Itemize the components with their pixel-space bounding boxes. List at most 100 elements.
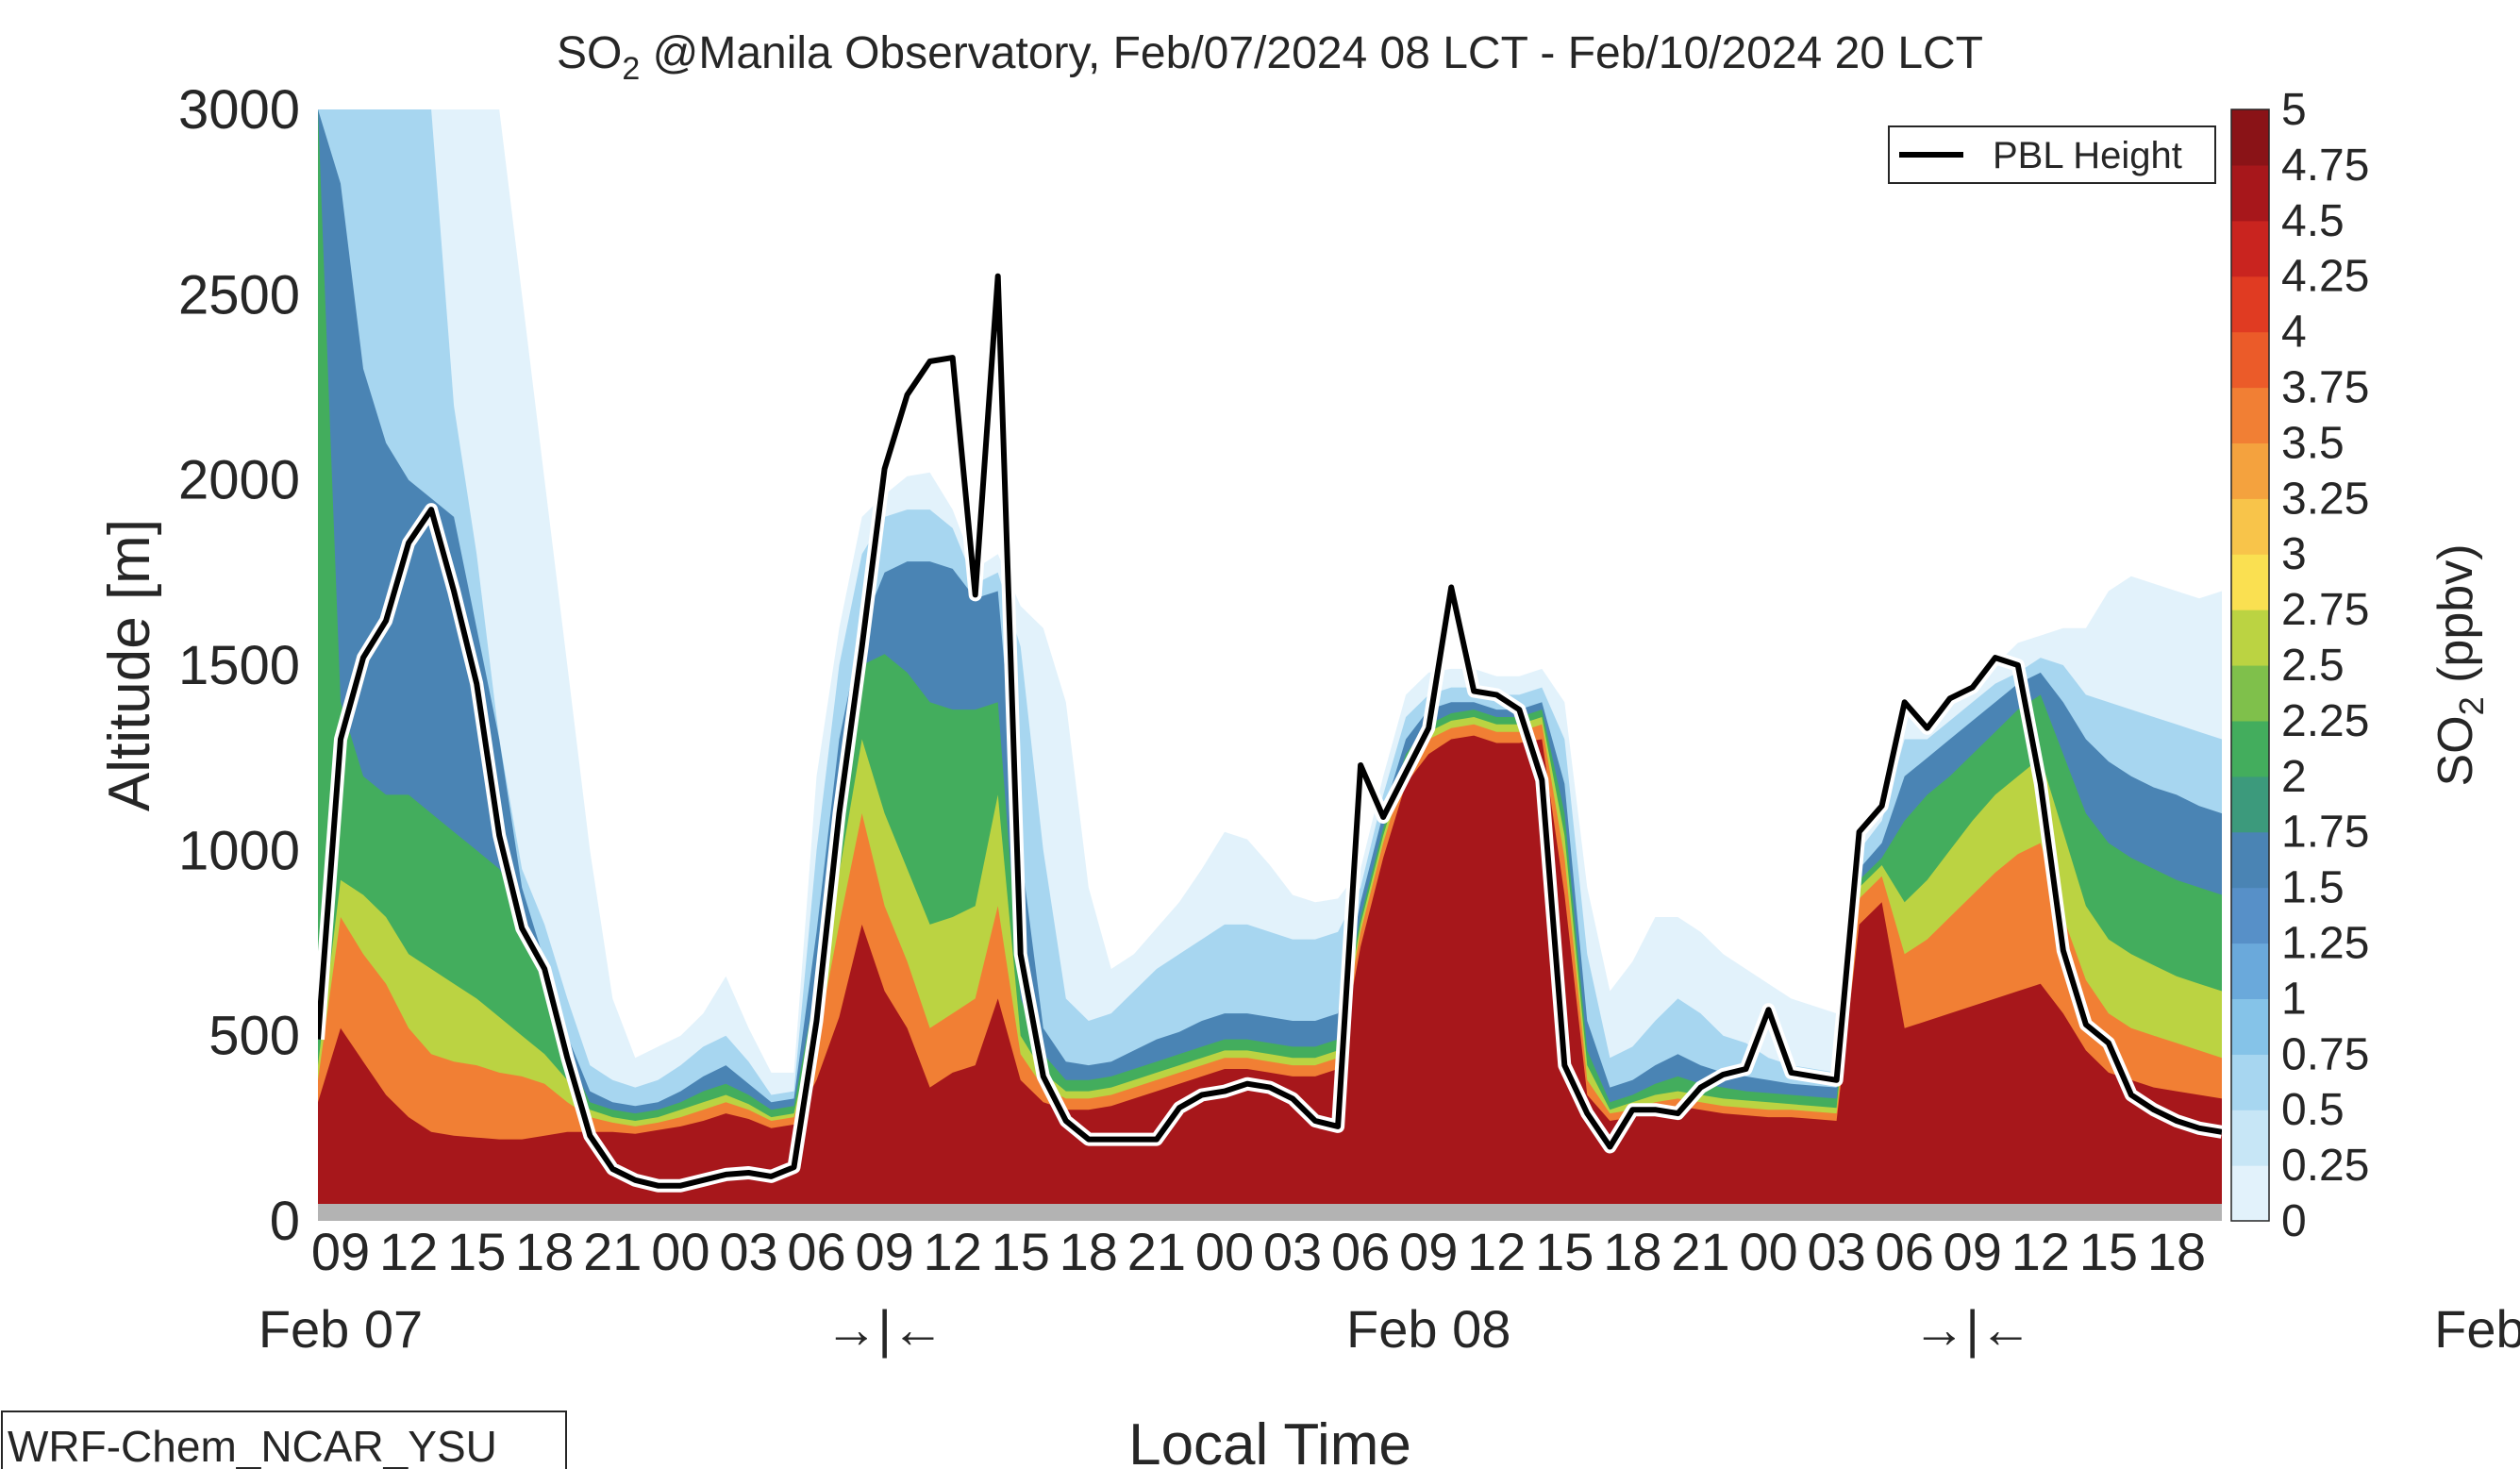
colorbar-segment [2231,609,2269,666]
colorbar-tick-label: 0.25 [2281,1141,2369,1191]
colorbar-segment [2231,720,2269,777]
pbl-series [318,269,2222,1193]
x-tick-label: 21 [1671,1222,1729,1281]
colorbar-segment [2231,109,2269,166]
x-tick-label: 00 [1739,1222,1797,1281]
x-tick-label: 18 [1603,1222,1661,1281]
colorbar-segment [2231,998,2269,1055]
x-tick-label: 21 [583,1222,642,1281]
x-tick-label: 18 [515,1222,574,1281]
colorbar-segment [2231,387,2269,443]
colorbar-segment [2231,554,2269,610]
x-tick-label: 03 [1263,1222,1322,1281]
colorbar-frame [2230,109,2270,1222]
colorbar-segment [2231,442,2269,499]
colorbar-tick-label: 4.5 [2281,196,2345,246]
x-tick-label: 15 [992,1222,1050,1281]
colorbar-segment [2231,1110,2269,1166]
legend: PBL Height [1888,125,2216,184]
colorbar-segment [2231,220,2269,277]
x-date-labels: Feb 07→|←Feb 08→|←Feb 09→|←Feb 10 [259,1299,2520,1359]
x-date-label: →|← [825,1299,944,1359]
x-tick-label: 06 [1876,1222,1934,1281]
x-tick-label: 15 [2079,1222,2138,1281]
colorbar-segment [2231,498,2269,555]
colorbar-segment [2231,887,2269,944]
y-tick-label: 500 [209,1006,300,1067]
colorbar-tick-label: 1.25 [2281,919,2369,969]
x-date-label: Feb 09 [2434,1299,2520,1359]
y-tick-label: 2500 [178,264,300,326]
x-tick-label: 12 [924,1222,982,1281]
x-date-label: Feb 07 [259,1299,423,1359]
colorbar-label: SO2 (ppbv) [2428,543,2491,786]
colorbar-tick-label: 2.75 [2281,585,2369,635]
legend-label: PBL Height [1993,135,2182,176]
x-tick-label: 21 [1127,1222,1186,1281]
y-axis-ticks: 0 500 1000 1500 2000 2500 3000 [178,79,300,1252]
colorbar-segment [2231,831,2269,889]
colorbar-segment [2231,164,2269,222]
colorbar-segment [2231,275,2269,333]
model-tag: WRF-Chem_NCAR_YSU [8,1422,497,1469]
colorbar-tick-label: 1 [2281,974,2307,1024]
colorbar-tick-label: 2.5 [2281,641,2345,691]
colorbar-tick-label: 2.25 [2281,696,2369,746]
y-tick-label: 1500 [178,635,300,696]
colorbar-tick-label: 4.75 [2281,141,2369,191]
colorbar-segment [2231,943,2269,999]
colorbar [2230,109,2270,1222]
field-layer-4.75 [318,735,2222,1221]
x-tick-label: 15 [447,1222,506,1281]
concentration-field [318,109,2222,1221]
x-tick-label: 09 [1944,1222,2002,1281]
x-axis-ticks: 09 12 15 18 21 00 03 06 09 12 15 18 21 00 03 06 09 12 15 18… [311,1222,2206,1281]
colorbar-tick-label: 3.75 [2281,363,2369,413]
colorbar-tick-label: 4.25 [2281,252,2369,302]
colorbar-segment [2231,665,2269,722]
colorbar-tick-label: 2 [2281,752,2307,802]
x-tick-label: 06 [787,1222,845,1281]
pbl-line [318,273,2222,1189]
x-axis-label: Local Time [1128,1412,1411,1469]
x-tick-label: 18 [1060,1222,1118,1281]
y-tick-label: 1000 [178,820,300,881]
colorbar-segment [2231,1054,2269,1110]
x-tick-label: 09 [855,1222,913,1281]
x-tick-label: 00 [1195,1222,1254,1281]
x-tick-label: 03 [1807,1222,1865,1281]
colorbar-tick-label: 3.25 [2281,474,2369,524]
x-tick-label: 09 [1399,1222,1458,1281]
colorbar-segment [2231,1165,2269,1222]
y-axis-label: Altitude [m] [97,519,162,811]
x-tick-label: 18 [2147,1222,2206,1281]
colorbar-tick-label: 3.5 [2281,418,2345,468]
ground-band [318,1204,2222,1221]
y-tick-label: 0 [270,1191,300,1252]
colorbar-tick-label: 0 [2281,1196,2307,1246]
chart-title: SO2 @Manila Observatory, Feb/07/2024 08 … [557,28,1983,87]
x-tick-label: 06 [1331,1222,1390,1281]
colorbar-tick-label: 5 [2281,85,2307,135]
colorbar-segment [2231,331,2269,389]
x-tick-label: 03 [719,1222,777,1281]
colorbar-tick-label: 4 [2281,308,2307,358]
y-tick-label: 2000 [178,450,300,511]
x-tick-label: 12 [1467,1222,1526,1281]
y-tick-label: 3000 [178,79,300,141]
x-tick-label: 09 [311,1222,370,1281]
x-tick-label: 00 [651,1222,709,1281]
x-tick-label: 15 [1535,1222,1594,1281]
x-date-label: Feb 08 [1346,1299,1510,1359]
model-tag-box [1,1411,567,1469]
colorbar-tick-label: 1.5 [2281,863,2345,913]
x-tick-label: 12 [2011,1222,2070,1281]
colorbar-segment [2231,776,2269,833]
colorbar-tick-label: 0.75 [2281,1029,2369,1079]
colorbar-tick-label: 1.75 [2281,808,2369,858]
colorbar-tick-label: 0.5 [2281,1085,2345,1135]
x-tick-label: 12 [379,1222,438,1281]
x-date-label: →|← [1912,1299,2032,1359]
